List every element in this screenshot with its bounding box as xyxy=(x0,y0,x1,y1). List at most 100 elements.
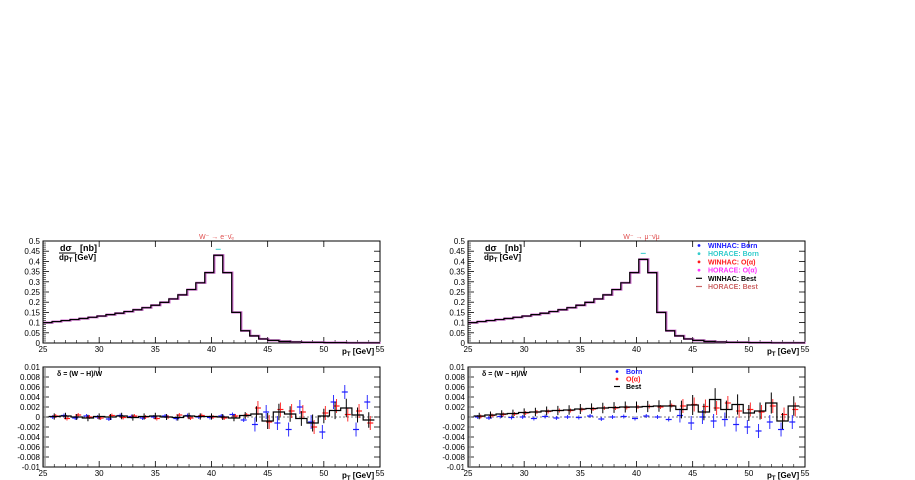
legend-marker xyxy=(697,260,701,264)
x-tick-label: 30 xyxy=(520,345,529,354)
y-tick-label: -0.002 xyxy=(442,423,465,432)
y-tick-label: -0.002 xyxy=(17,423,40,432)
x-axis-label: pT [GeV] xyxy=(342,471,374,480)
y-tick-label: 0.5 xyxy=(29,237,41,246)
x-tick-label: 40 xyxy=(207,469,216,478)
legend-label: WINHAC: Born xyxy=(708,243,757,250)
y-tick-label: 0.4 xyxy=(29,257,41,266)
y-tick-label: 0.3 xyxy=(454,278,466,287)
y-tick-label: 0.1 xyxy=(29,319,41,328)
legend-marker xyxy=(615,377,619,381)
legend-label: Born xyxy=(626,369,642,376)
y-label-numerator: dσ xyxy=(485,243,497,253)
chart-panel-left-bottom: -0.01-0.008-0.006-0.004-0.00200.0020.004… xyxy=(17,363,385,480)
x-axis-label: pT [GeV] xyxy=(767,347,799,358)
legend-label: HORACE: Best xyxy=(708,284,758,291)
y-axis-label: δ = (W − H)/W xyxy=(482,371,527,378)
x-axis-label: pT [GeV] xyxy=(767,471,799,480)
y-tick-label: 0.15 xyxy=(24,308,40,317)
y-tick-label: 0.2 xyxy=(29,298,41,307)
x-tick-label: 25 xyxy=(464,469,473,478)
y-axis-label: δ = (W − H)/W xyxy=(57,371,102,378)
x-tick-label: 45 xyxy=(263,469,272,478)
y-tick-label: 0.25 xyxy=(24,288,40,297)
y-tick-label: 0.006 xyxy=(445,383,466,392)
y-tick-label: -0.004 xyxy=(17,433,40,442)
x-tick-label: 35 xyxy=(151,345,160,354)
y-tick-label: 0 xyxy=(461,413,466,422)
y-tick-label: 0 xyxy=(36,339,41,348)
y-tick-label: 0.006 xyxy=(20,383,41,392)
y-tick-label: 0.008 xyxy=(20,373,41,382)
legend-label: WINHAC: Best xyxy=(708,276,757,283)
y-tick-label: 0.25 xyxy=(449,288,465,297)
series-horace-overlay xyxy=(43,254,381,344)
x-tick-label: 50 xyxy=(319,345,328,354)
x-tick-label: 25 xyxy=(39,469,48,478)
chart-title: W⁻ → μ⁻ν̄μ xyxy=(623,234,659,241)
y-tick-label: 0.45 xyxy=(449,247,465,256)
y-tick-label: 0.004 xyxy=(20,393,41,402)
y-tick-label: 0.01 xyxy=(24,363,40,372)
x-tick-label: 30 xyxy=(95,469,104,478)
x-tick-label: 45 xyxy=(263,345,272,354)
y-tick-label: 0.4 xyxy=(454,257,466,266)
y-tick-label: -0.008 xyxy=(442,453,465,462)
x-tick-label: 35 xyxy=(151,469,160,478)
y-tick-label: 0.002 xyxy=(445,403,466,412)
y-tick-label: 0.3 xyxy=(29,278,41,287)
y-tick-label: 0.2 xyxy=(454,298,466,307)
y-tick-label: 0.008 xyxy=(445,373,466,382)
x-tick-label: 55 xyxy=(801,469,810,478)
chart-panel-left-top: 00.050.1 0.150.20.250.30.35 0.40.450.5 25 30… xyxy=(24,234,385,358)
x-tick-label: 30 xyxy=(95,345,104,354)
y-tick-label: 0.002 xyxy=(20,403,41,412)
y-tick-label: 0.05 xyxy=(24,329,40,338)
y-tick-label: 0.45 xyxy=(24,247,40,256)
x-tick-label: 35 xyxy=(576,345,585,354)
x-tick-label: 45 xyxy=(688,345,697,354)
chart-panel-right-top: 00.050.1 0.150.20.250.30.35 0.40.450.5 25 30… xyxy=(449,234,810,358)
x-tick-label: 50 xyxy=(319,469,328,478)
legend-label: HORACE: Born xyxy=(708,251,759,258)
y-tick-label: -0.01 xyxy=(22,463,41,472)
y-label-unit: [nb] xyxy=(505,243,522,253)
y-tick-label: 0.1 xyxy=(454,319,466,328)
x-tick-label: 40 xyxy=(207,345,216,354)
legend-label: WINHAC: O(α) xyxy=(708,259,755,266)
y-label-numerator: dσ xyxy=(60,243,72,253)
x-tick-label: 25 xyxy=(464,345,473,354)
y-label-unit: [nb] xyxy=(80,243,97,253)
y-tick-label: 0.004 xyxy=(445,393,466,402)
x-axis-label: pT [GeV] xyxy=(342,347,374,358)
y-tick-label: -0.006 xyxy=(442,443,465,452)
chart-title: W⁻ → e⁻ν̄ₑ xyxy=(199,234,234,241)
y-tick-label: -0.006 xyxy=(17,443,40,452)
y-tick-label: 0 xyxy=(36,413,41,422)
series-line-winhac-best xyxy=(468,258,805,344)
y-tick-label: -0.004 xyxy=(442,433,465,442)
x-tick-label: 40 xyxy=(632,469,641,478)
x-tick-label: 25 xyxy=(39,345,48,354)
y-tick-label: 0.35 xyxy=(24,268,40,277)
legend-label: HORACE: O(α) xyxy=(708,268,757,275)
legend-marker xyxy=(615,370,619,373)
x-tick-label: 55 xyxy=(376,345,385,354)
x-tick-label: 30 xyxy=(520,469,529,478)
legend-marker xyxy=(697,268,701,272)
legend-label: O(α) xyxy=(626,377,640,384)
x-tick-label: 50 xyxy=(744,469,753,478)
x-tick-label: 55 xyxy=(376,469,385,478)
x-tick-label: 55 xyxy=(801,345,810,354)
x-tick-label: 45 xyxy=(688,469,697,478)
x-tick-label: 50 xyxy=(744,345,753,354)
x-tick-label: 40 xyxy=(632,345,641,354)
series-best-line xyxy=(48,407,375,424)
y-tick-label: 0.05 xyxy=(449,329,465,338)
legend-marker xyxy=(697,252,701,256)
legend-marker xyxy=(697,244,701,247)
y-tick-label: 0.01 xyxy=(449,363,465,372)
y-tick-label: 0 xyxy=(461,339,466,348)
y-label-denominator: dpT [GeV] xyxy=(484,253,521,264)
